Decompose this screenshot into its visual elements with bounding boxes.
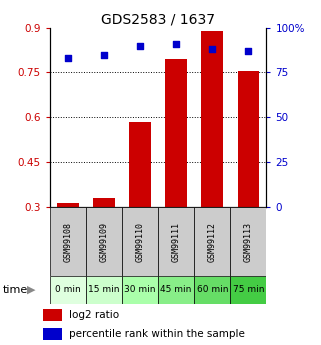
Point bbox=[174, 41, 179, 47]
Bar bbox=[57, 203, 79, 207]
Point bbox=[246, 48, 251, 54]
Text: GSM99112: GSM99112 bbox=[208, 221, 217, 262]
Point bbox=[137, 43, 143, 48]
Text: 75 min: 75 min bbox=[233, 285, 264, 294]
Bar bbox=[122, 207, 158, 276]
Bar bbox=[158, 207, 194, 276]
Bar bbox=[86, 207, 122, 276]
Point bbox=[65, 55, 70, 61]
Text: time: time bbox=[3, 285, 29, 295]
Text: ▶: ▶ bbox=[27, 285, 36, 295]
Title: GDS2583 / 1637: GDS2583 / 1637 bbox=[101, 12, 215, 27]
Text: GSM99113: GSM99113 bbox=[244, 221, 253, 262]
Bar bbox=[230, 276, 266, 304]
Text: GSM99110: GSM99110 bbox=[135, 221, 144, 262]
Bar bbox=[86, 276, 122, 304]
Text: 0 min: 0 min bbox=[55, 285, 81, 294]
Bar bbox=[165, 59, 187, 207]
Bar bbox=[50, 276, 86, 304]
Bar bbox=[202, 31, 223, 207]
Text: GSM99109: GSM99109 bbox=[100, 221, 108, 262]
Bar bbox=[43, 328, 62, 340]
Text: percentile rank within the sample: percentile rank within the sample bbox=[69, 329, 245, 339]
Text: GSM99108: GSM99108 bbox=[63, 221, 72, 262]
Text: GSM99111: GSM99111 bbox=[172, 221, 181, 262]
Bar bbox=[129, 122, 151, 207]
Text: 15 min: 15 min bbox=[88, 285, 120, 294]
Bar bbox=[43, 309, 62, 321]
Bar bbox=[194, 207, 230, 276]
Text: log2 ratio: log2 ratio bbox=[69, 310, 119, 320]
Text: 45 min: 45 min bbox=[160, 285, 192, 294]
Bar bbox=[194, 276, 230, 304]
Point bbox=[210, 46, 215, 52]
Text: 30 min: 30 min bbox=[124, 285, 156, 294]
Point bbox=[101, 52, 107, 57]
Bar bbox=[230, 207, 266, 276]
Bar bbox=[93, 198, 115, 207]
Bar bbox=[158, 276, 194, 304]
Bar bbox=[238, 71, 259, 207]
Bar bbox=[50, 207, 86, 276]
Bar bbox=[122, 276, 158, 304]
Text: 60 min: 60 min bbox=[196, 285, 228, 294]
